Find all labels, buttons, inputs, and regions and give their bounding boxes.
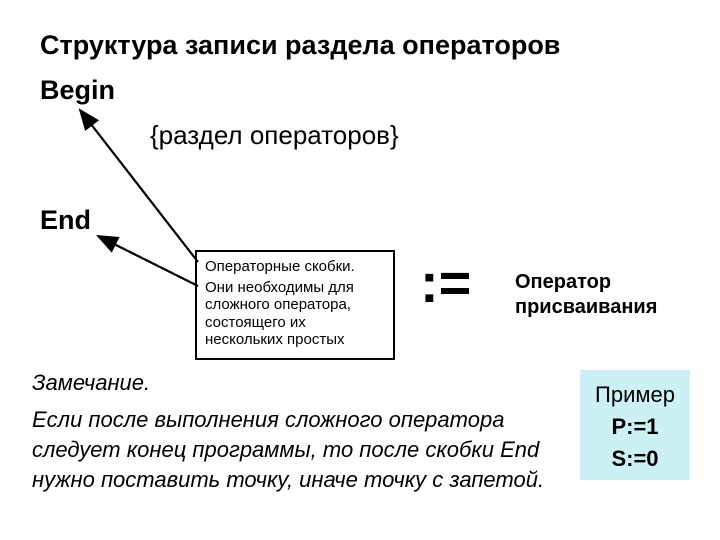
arrows-layer (0, 0, 720, 540)
slide-canvas: Структура записи раздела операторов Begi… (0, 0, 720, 540)
arrow-to-begin (80, 110, 198, 262)
